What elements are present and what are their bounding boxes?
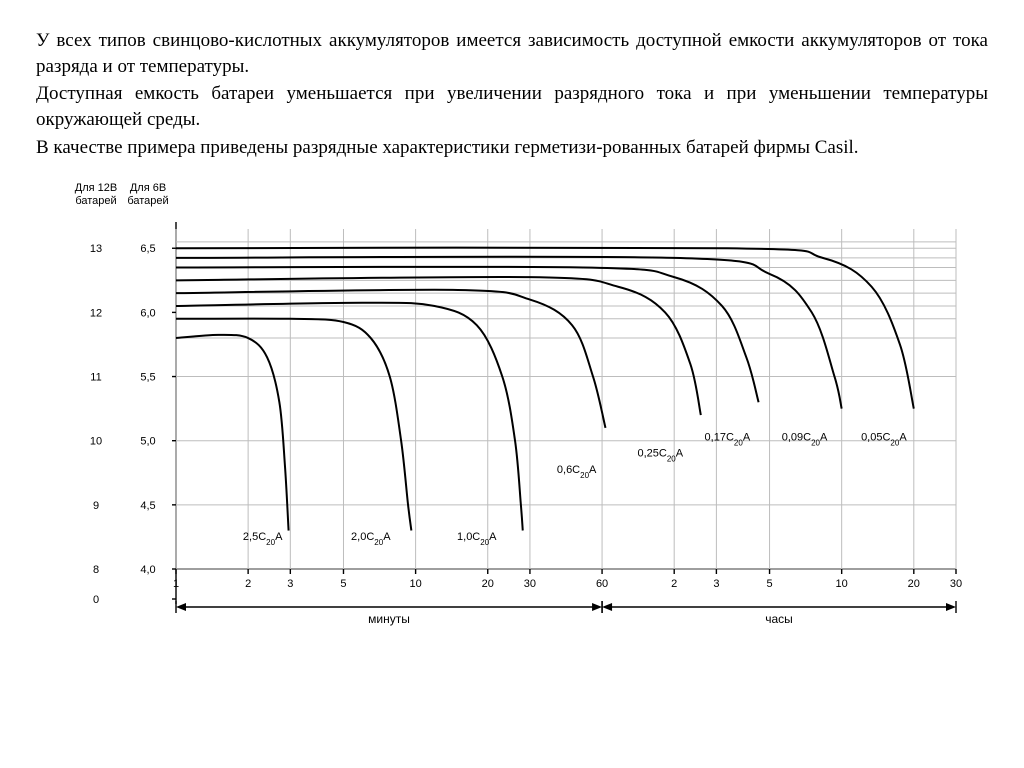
xtick: 20 (908, 578, 920, 590)
discharge-curve (176, 290, 605, 428)
xtick: 20 (482, 578, 494, 590)
xtick: 30 (950, 578, 962, 590)
ytick-12v: 10 (90, 436, 102, 448)
xtick: 60 (596, 578, 608, 590)
y-header-6v-l1: Для 6В (130, 182, 166, 194)
y-header-6v-l2: батарей (127, 195, 168, 207)
x-section-hours: часы (765, 612, 793, 626)
curve-label: 0,09C20A (782, 432, 828, 448)
discharge-curve (176, 303, 523, 531)
curve-label: 0,05C20A (861, 432, 907, 448)
ytick-6v: 5,0 (140, 436, 155, 448)
document-page: У всех типов свинцово-кислотных аккумуля… (0, 0, 1024, 674)
curve-label: 0,17C20A (705, 432, 751, 448)
y-header-12v-l1: Для 12В (75, 182, 117, 194)
chart-svg: Для 12ВбатарейДля 6Вбатарей131211109806,… (36, 174, 986, 664)
paragraph-1: У всех типов свинцово-кислотных аккумуля… (36, 28, 988, 79)
ytick-12v: 13 (90, 243, 102, 255)
ytick-12v: 9 (93, 500, 99, 512)
xtick: 1 (173, 578, 179, 590)
curve-label: 0,25C20A (637, 448, 683, 464)
curve-label: 0,6C20A (557, 464, 597, 480)
ytick-6v: 4,5 (140, 500, 155, 512)
intro-text: У всех типов свинцово-кислотных аккумуля… (36, 28, 988, 160)
paragraph-3: В качестве примера приведены разрядные х… (36, 135, 988, 161)
ytick-12v: 8 (93, 564, 99, 576)
discharge-curve (176, 335, 289, 531)
ytick-12v: 11 (90, 372, 101, 384)
ytick-6v: 5,5 (140, 372, 155, 384)
discharge-curve (176, 319, 411, 531)
ytick-6v: 6,5 (140, 243, 155, 255)
discharge-curve (176, 277, 701, 415)
discharge-curve (176, 267, 759, 402)
curve-label: 1,0C20A (457, 531, 497, 547)
xtick: 10 (409, 578, 421, 590)
paragraph-2: Доступная емкость батареи уменьшается пр… (36, 81, 988, 132)
xtick: 5 (340, 578, 346, 590)
xtick: 5 (766, 578, 772, 590)
x-section-minutes: минуты (368, 612, 410, 626)
xtick: 10 (836, 578, 848, 590)
ytick-6v: 4,0 (140, 564, 155, 576)
curve-label: 2,5C20A (243, 531, 283, 547)
discharge-curve (176, 248, 914, 409)
ytick-6v: 6,0 (140, 308, 155, 320)
ytick-12v: 0 (93, 594, 99, 606)
xtick: 2 (671, 578, 677, 590)
discharge-chart: Для 12ВбатарейДля 6Вбатарей131211109806,… (36, 174, 986, 664)
y-header-12v-l2: батарей (75, 195, 116, 207)
xtick: 30 (524, 578, 536, 590)
xtick: 3 (287, 578, 293, 590)
xtick: 3 (713, 578, 719, 590)
curve-label: 2,0C20A (351, 531, 391, 547)
ytick-12v: 12 (90, 308, 102, 320)
xtick: 2 (245, 578, 251, 590)
